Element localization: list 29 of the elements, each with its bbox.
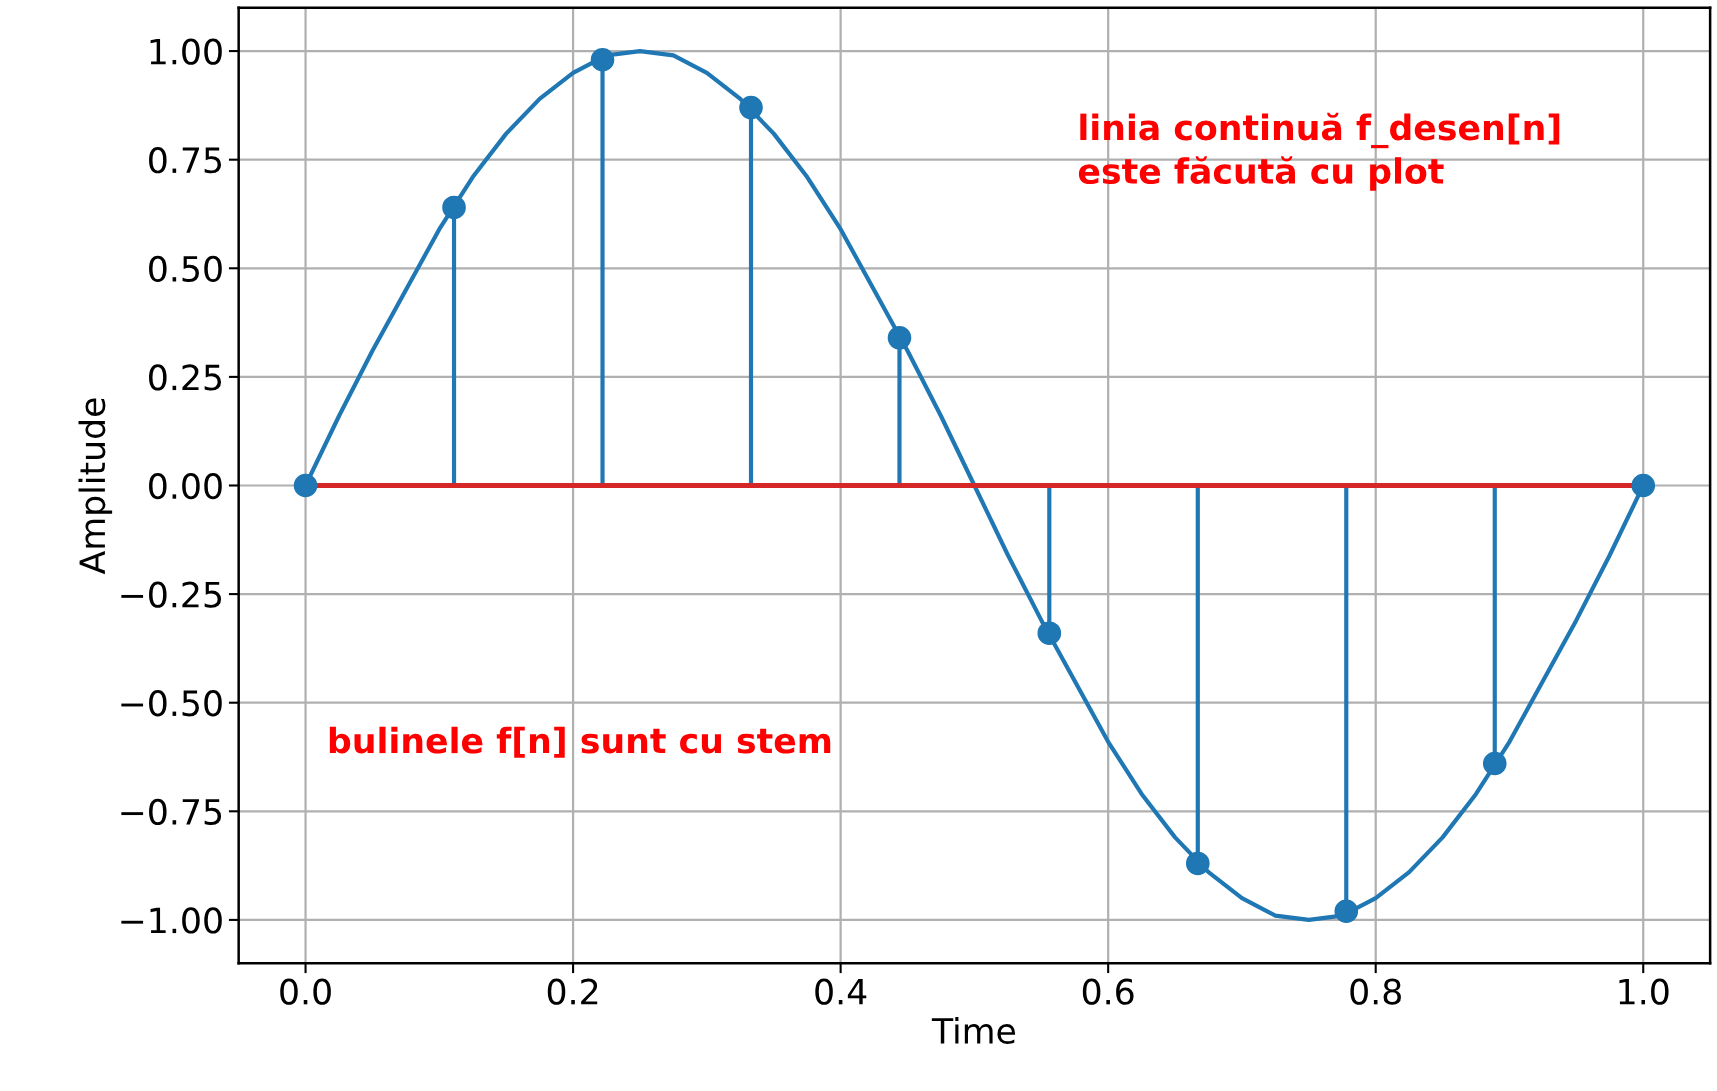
point <box>1185 851 1210 876</box>
point <box>887 325 912 350</box>
point <box>1631 473 1656 498</box>
y-tick-label: −0.25 <box>121 581 222 608</box>
x-tick-label: 0.0 <box>280 978 331 1005</box>
x-axis-title: Time <box>931 1017 1016 1044</box>
y-tick-label: 0.00 <box>149 472 222 500</box>
y-tick-label: −1.00 <box>121 907 222 934</box>
point <box>442 195 466 220</box>
x-tick-label: 0.8 <box>1350 978 1401 1005</box>
point <box>1482 751 1507 776</box>
y-tick-label: −0.50 <box>121 690 222 717</box>
x-tick-label: 1.0 <box>1619 978 1669 1005</box>
point <box>1334 899 1359 924</box>
y-tick-label: −0.75 <box>121 798 222 825</box>
point <box>293 473 318 498</box>
point <box>739 95 763 120</box>
annotation: bulinele f[n] sunt cu stem <box>329 726 831 758</box>
annotation: linia continuă f_desen[n] este făcută cu plot <box>1078 112 1560 191</box>
x-tick-label: 0.2 <box>547 978 598 1005</box>
x-tick-label: 0.6 <box>1082 978 1134 1005</box>
y-tick-label: 0.75 <box>149 147 222 174</box>
point <box>1037 621 1062 646</box>
y-axis-title: Amplitude <box>78 398 113 575</box>
x-tick-label: 0.4 <box>815 978 867 1005</box>
point <box>590 47 615 72</box>
y-tick-label: 0.25 <box>149 364 222 391</box>
y-tick-label: 0.50 <box>149 255 222 282</box>
y-tick-label: 1.00 <box>150 38 222 65</box>
